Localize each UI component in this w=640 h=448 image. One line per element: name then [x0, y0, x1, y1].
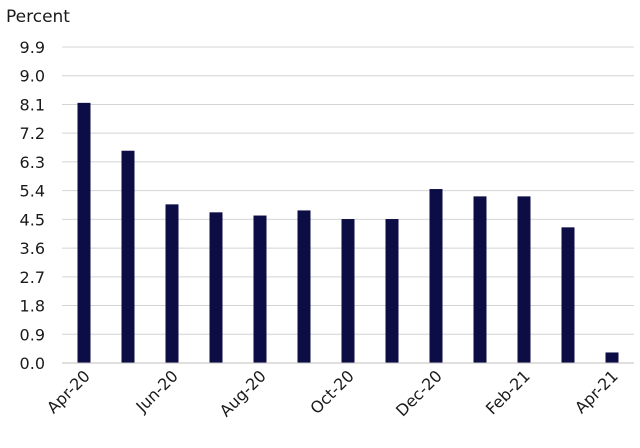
x-tick-label: Oct-20 — [306, 366, 357, 417]
x-tick-label: Apr-21 — [571, 366, 622, 417]
bar-sep-20 — [297, 210, 311, 363]
x-tick-label: Feb-21 — [482, 366, 534, 418]
y-tick-label: 6.3 — [20, 153, 45, 172]
y-tick-label: 0.9 — [20, 325, 45, 344]
bar-aug-20 — [253, 215, 267, 363]
bar-jan-21 — [473, 196, 487, 363]
bar-feb-21 — [517, 196, 531, 363]
bar-nov-20 — [385, 219, 399, 363]
x-tick-label: Dec-20 — [392, 366, 446, 420]
y-tick-label: 0.0 — [20, 354, 45, 373]
y-tick-label: 3.6 — [20, 239, 45, 258]
bar-apr-20 — [77, 102, 91, 364]
y-tick-label: 7.2 — [20, 124, 45, 143]
y-tick-label: 5.4 — [20, 182, 45, 201]
y-tick-label: 9.0 — [20, 67, 45, 86]
bar-mar-21 — [561, 227, 575, 363]
y-tick-label: 8.1 — [20, 95, 45, 114]
y-tick-label: 1.8 — [20, 297, 45, 316]
y-axis-label: Percent — [6, 7, 70, 27]
bar-may-20 — [121, 150, 135, 363]
x-axis-ticks: Apr-20 Jun-20 Aug-20 Oct-20 Dec-20 Feb-21 Apr-… — [43, 366, 622, 420]
bar-jun-20 — [165, 204, 179, 363]
bar-apr-21 — [605, 352, 619, 363]
bar-oct-20 — [341, 219, 355, 363]
y-tick-label: 9.9 — [20, 38, 45, 57]
y-tick-label: 2.7 — [20, 268, 45, 287]
x-tick-label: Apr-20 — [43, 366, 94, 417]
bar-dec-20 — [429, 189, 443, 363]
bar-jul-20 — [209, 212, 223, 363]
bars — [77, 102, 619, 364]
y-tick-label: 4.5 — [20, 210, 45, 229]
y-axis-ticks: 0.0 0.9 1.8 2.7 3.6 4.5 5.4 6.3 7.2 8.1 9.0 9.9 — [20, 38, 45, 373]
x-tick-label: Aug-20 — [216, 366, 270, 420]
x-tick-label: Jun-20 — [132, 366, 182, 416]
